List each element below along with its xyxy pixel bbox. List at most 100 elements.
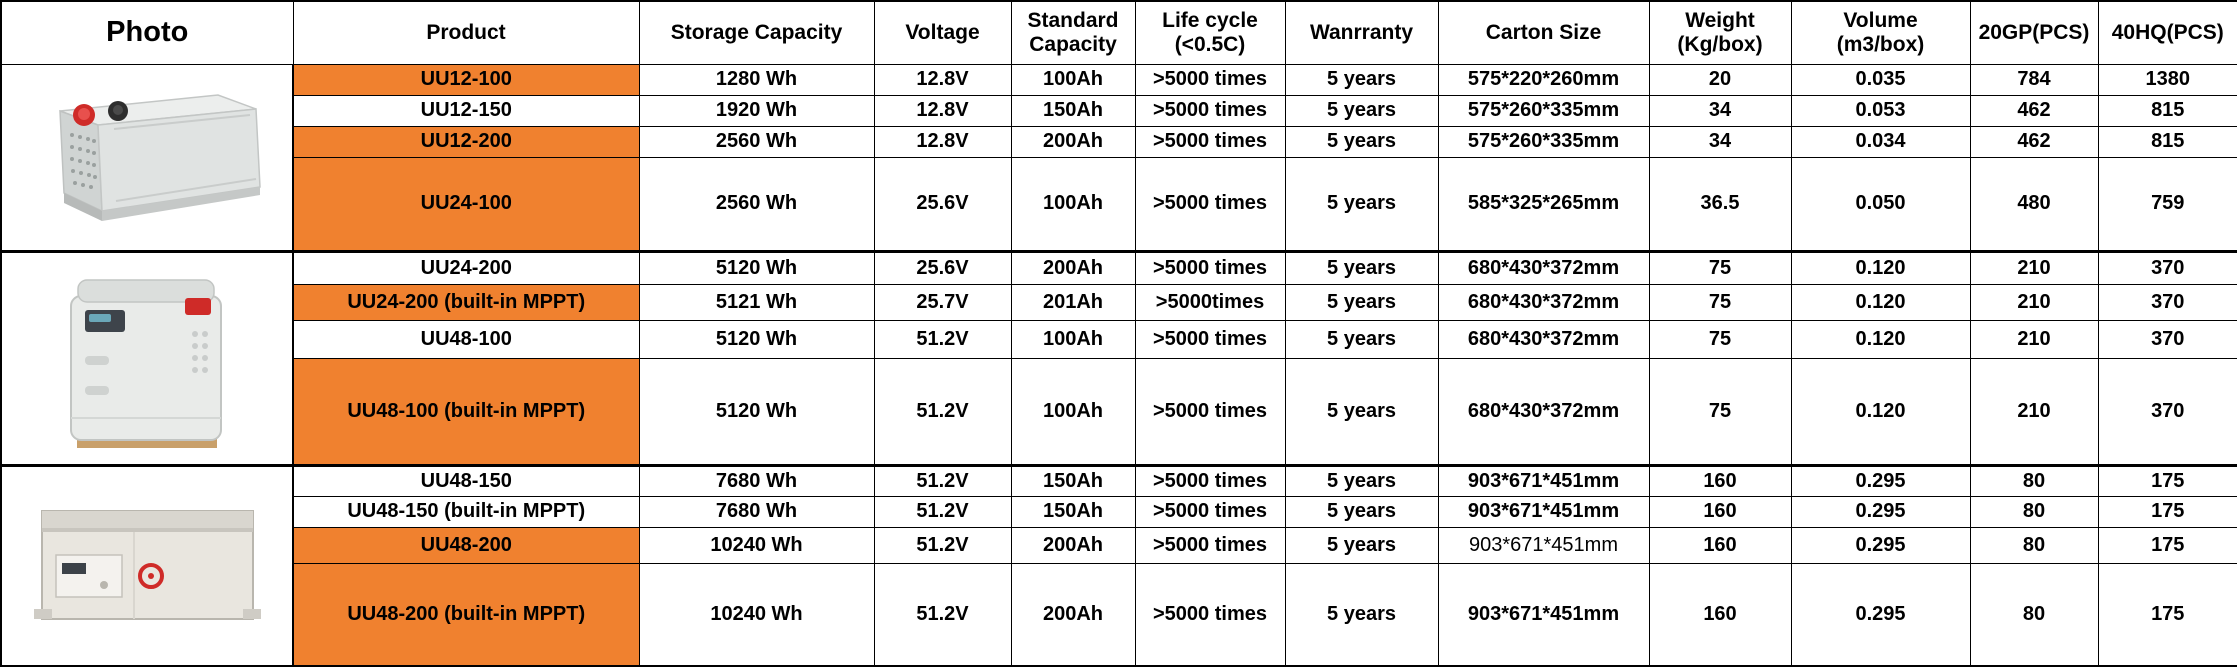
cell-weight: 160 [1648,562,1792,667]
cell-warranty: 5 years [1284,249,1439,285]
cell-warranty: 5 years [1284,495,1439,528]
column-header-product: Product [292,0,640,65]
cell-weight: 36.5 [1648,156,1792,252]
cell-lifecycle: >5000 times [1134,357,1286,466]
cell-voltage: 51.2V [873,357,1012,466]
cell-carton: 903*671*451mm [1437,495,1650,528]
uu48-rack-battery-photo [33,509,261,620]
cell-hq40: 1380 [2097,63,2237,96]
table-row: UU24-200 5120 Wh 25.6V 200Ah >5000 times 5 ye… [0,249,2237,466]
cell-volume: 0.035 [1790,63,1971,96]
cell-lifecycle: >5000times [1134,283,1286,321]
table-row: UU24-100 2560 Wh 25.6V 100Ah >5000 times 5 ye… [1,156,2237,252]
cell-product: UU12-150 [292,94,640,127]
photo-cell [0,63,294,252]
cell-warranty: 5 years [1284,562,1439,667]
cell-lifecycle: >5000 times [1134,495,1286,528]
cell-volume: 0.120 [1790,249,1971,285]
table-row: UU48-200 10240 Wh 51.2V 200Ah >5000 times 5 y… [1,526,2237,564]
cell-weight: 75 [1648,283,1792,321]
cell-carton: 585*325*265mm [1437,156,1650,252]
column-header-storage: Storage Capacity [638,0,875,65]
cell-gp20: 784 [1969,63,2099,96]
photo-cell [0,463,294,667]
column-header-volume: Volume (m3/box) [1790,0,1971,65]
column-header-weight: Weight (Kg/box) [1648,0,1792,65]
cell-voltage: 51.2V [873,562,1012,667]
cell-warranty: 5 years [1284,63,1439,96]
cell-volume: 0.120 [1790,319,1971,359]
cell-capacity: 150Ah [1010,94,1136,127]
cell-capacity: 200Ah [1010,125,1136,158]
cell-capacity: 100Ah [1010,357,1136,466]
cell-product: UU24-100 [292,156,640,252]
cell-lifecycle: >5000 times [1134,94,1286,127]
cell-hq40: 175 [2097,526,2237,564]
cell-weight: 20 [1648,63,1792,96]
cell-lifecycle: >5000 times [1134,319,1286,359]
cell-product: UU12-100 [292,63,640,96]
table-row: UU12-100 1280 Wh 12.8V 100Ah >5000 times 5 ye… [0,63,2237,252]
cell-product: UU48-200 [292,526,640,564]
cell-volume: 0.050 [1790,156,1971,252]
cell-capacity: 100Ah [1010,63,1136,96]
cell-lifecycle: >5000 times [1134,562,1286,667]
column-header-hq40: 40HQ(PCS) [2097,0,2237,65]
cell-capacity: 200Ah [1010,249,1136,285]
cell-hq40: 370 [2097,283,2237,321]
cell-warranty: 5 years [1284,463,1439,497]
cell-hq40: 175 [2097,562,2237,667]
cell-hq40: 815 [2097,94,2237,127]
cell-warranty: 5 years [1284,526,1439,564]
cell-volume: 0.034 [1790,125,1971,158]
cell-product: UU48-150 (built-in MPPT) [292,495,640,528]
cell-warranty: 5 years [1284,357,1439,466]
cell-storage: 7680 Wh [638,495,875,528]
cell-storage: 5120 Wh [638,249,875,285]
table-row: UU24-200 (built-in MPPT) 5121 Wh 25.7V 201A… [1,283,2237,321]
cell-warranty: 5 years [1284,156,1439,252]
cell-carton: 680*430*372mm [1437,249,1650,285]
cell-hq40: 175 [2097,463,2237,497]
column-header-carton: Carton Size [1437,0,1650,65]
cell-storage: 1920 Wh [638,94,875,127]
header-row: Photo Product Storage Capacity Voltage Stand… [0,0,2237,65]
cell-volume: 0.120 [1790,283,1971,321]
cell-hq40: 370 [2097,319,2237,359]
cell-volume: 0.295 [1790,562,1971,667]
cell-carton: 903*671*451mm [1437,526,1650,564]
cell-warranty: 5 years [1284,94,1439,127]
table-row: UU48-100 5120 Wh 51.2V 100Ah >5000 times 5 ye… [1,319,2237,359]
cell-lifecycle: >5000 times [1134,63,1286,96]
cell-storage: 2560 Wh [638,156,875,252]
column-header-photo: Photo [0,0,294,65]
cell-product: UU24-200 [292,249,640,285]
table-row: UU48-150 (built-in MPPT) 7680 Wh 51.2V 150A… [1,495,2237,528]
cell-weight: 160 [1648,495,1792,528]
cell-weight: 160 [1648,463,1792,497]
cell-storage: 10240 Wh [638,526,875,564]
cell-lifecycle: >5000 times [1134,463,1286,497]
column-header-voltage: Voltage [873,0,1012,65]
cell-warranty: 5 years [1284,125,1439,158]
cell-storage: 5120 Wh [638,357,875,466]
cell-carton: 903*671*451mm [1437,463,1650,497]
cell-gp20: 80 [1969,463,2099,497]
cell-gp20: 462 [1969,94,2099,127]
uu12-battery-photo [59,94,261,221]
cell-voltage: 25.6V [873,156,1012,252]
cell-capacity: 150Ah [1010,463,1136,497]
cell-gp20: 80 [1969,526,2099,564]
cell-gp20: 210 [1969,249,2099,285]
column-header-gp20: 20GP(PCS) [1969,0,2099,65]
cell-gp20: 480 [1969,156,2099,252]
cell-volume: 0.120 [1790,357,1971,466]
column-header-warranty: Wanrranty [1284,0,1439,65]
cell-voltage: 25.6V [873,249,1012,285]
cell-volume: 0.295 [1790,526,1971,564]
cell-gp20: 210 [1969,319,2099,359]
cell-lifecycle: >5000 times [1134,526,1286,564]
cell-carton: 680*430*372mm [1437,283,1650,321]
cell-voltage: 12.8V [873,63,1012,96]
